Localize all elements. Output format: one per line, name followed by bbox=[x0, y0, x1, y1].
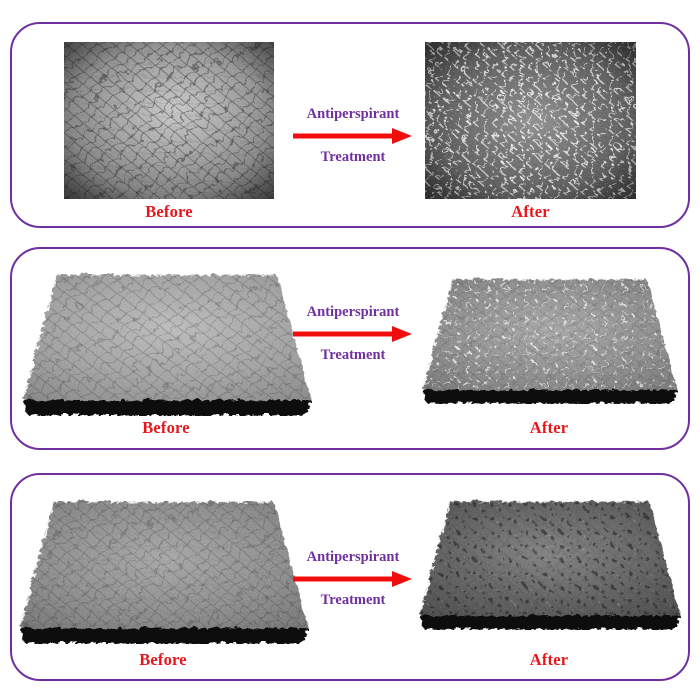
before-label: Before bbox=[145, 202, 193, 221]
after-label: After bbox=[511, 202, 550, 221]
after-label: After bbox=[529, 418, 569, 437]
before-label: Before bbox=[139, 650, 187, 669]
treatment-arrow-icon bbox=[293, 325, 412, 342]
skin-micrograph-before-image bbox=[64, 42, 274, 199]
surface-3d-after-image bbox=[421, 278, 677, 403]
surface-3d-before-image bbox=[19, 501, 307, 642]
treatment-label-line1: Antiperspirant bbox=[306, 106, 400, 122]
panel-3d-before-after-1: Antiperspirant Treatment Before After bbox=[10, 247, 690, 450]
panel-3d-before-after-2: Antiperspirant Treatment Before After bbox=[10, 473, 690, 681]
surface-3d-before-image bbox=[22, 274, 310, 414]
surface-3d-after-image bbox=[418, 500, 680, 629]
treatment-arrow-icon bbox=[293, 127, 412, 144]
before-label: Before bbox=[142, 418, 190, 437]
treatment-label-line2: Treatment bbox=[320, 346, 386, 363]
skin-micrograph-after-image bbox=[425, 42, 636, 199]
treatment-arrow-group: Antiperspirant Treatment bbox=[287, 549, 419, 608]
treatment-label-line1: Antiperspirant bbox=[306, 549, 400, 565]
panel-2d-before-after: Antiperspirant Treatment Before After bbox=[10, 22, 690, 228]
after-label: After bbox=[529, 650, 569, 669]
treatment-label-line2: Treatment bbox=[320, 148, 386, 165]
treatment-arrow-group: Antiperspirant Treatment bbox=[287, 304, 419, 363]
treatment-label-line2: Treatment bbox=[320, 591, 386, 608]
treatment-label-line1: Antiperspirant bbox=[306, 304, 400, 320]
treatment-arrow-group: Antiperspirant Treatment bbox=[287, 106, 419, 165]
treatment-arrow-icon bbox=[293, 570, 412, 587]
